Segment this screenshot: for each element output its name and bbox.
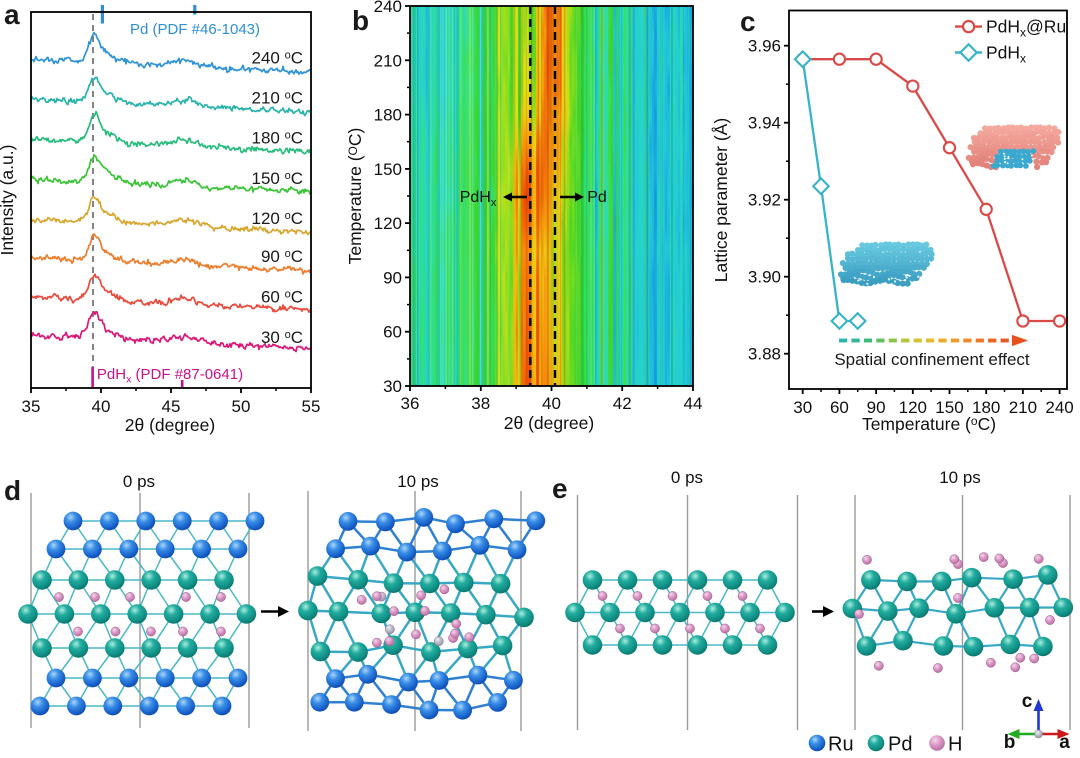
svg-text:210: 210 <box>374 51 402 70</box>
svg-text:c: c <box>740 6 756 37</box>
svg-text:d: d <box>4 475 21 506</box>
svg-text:e: e <box>552 473 568 504</box>
svg-text:55: 55 <box>302 397 321 416</box>
svg-text:240 oC: 240 oC <box>252 49 304 68</box>
svg-text:45: 45 <box>162 397 181 416</box>
svg-text:210: 210 <box>1009 398 1037 417</box>
svg-text:240: 240 <box>1045 398 1073 417</box>
svg-text:35: 35 <box>22 397 41 416</box>
svg-text:180 oC: 180 oC <box>252 129 304 148</box>
svg-text:40: 40 <box>542 394 561 413</box>
svg-text:44: 44 <box>684 394 703 413</box>
svg-text:60: 60 <box>383 323 402 342</box>
svg-text:240: 240 <box>374 0 402 16</box>
svg-text:PdHx: PdHx <box>986 42 1026 65</box>
svg-text:10 ps: 10 ps <box>939 468 981 487</box>
svg-text:3.88: 3.88 <box>748 345 781 364</box>
svg-text:180: 180 <box>374 106 402 125</box>
svg-text:150: 150 <box>374 160 402 179</box>
svg-text:90 oC: 90 oC <box>261 247 303 266</box>
svg-text:10 ps: 10 ps <box>397 472 439 491</box>
svg-text:150 oC: 150 oC <box>252 169 304 188</box>
svg-text:2θ (degree): 2θ (degree) <box>125 415 215 435</box>
svg-text:50: 50 <box>232 397 251 416</box>
svg-text:Lattice parameter (Å): Lattice parameter (Å) <box>711 118 731 282</box>
svg-text:120: 120 <box>374 214 402 233</box>
svg-text:3.96: 3.96 <box>748 37 781 56</box>
svg-text:Pd: Pd <box>587 189 607 206</box>
svg-text:42: 42 <box>613 394 632 413</box>
svg-text:36: 36 <box>401 394 420 413</box>
svg-text:Pd: Pd <box>888 734 912 754</box>
svg-text:b: b <box>1004 732 1016 753</box>
svg-text:b: b <box>352 5 369 36</box>
svg-text:PdHx (PDF #87-0641): PdHx (PDF #87-0641) <box>97 366 243 386</box>
svg-text:a: a <box>4 0 20 30</box>
svg-text:0 ps: 0 ps <box>123 472 155 491</box>
svg-text:a: a <box>1059 732 1070 753</box>
svg-text:Spatial confinement effect: Spatial confinement effect <box>834 350 1030 369</box>
svg-text:30: 30 <box>383 377 402 396</box>
svg-text:60: 60 <box>830 398 849 417</box>
svg-text:PdHx@Ru: PdHx@Ru <box>986 17 1066 40</box>
svg-text:3.94: 3.94 <box>748 114 781 133</box>
svg-text:2θ (degree): 2θ (degree) <box>504 413 594 433</box>
svg-text:Intensity (a.u.): Intensity (a.u.) <box>0 145 17 256</box>
svg-text:Ru: Ru <box>828 734 854 754</box>
svg-text:3.92: 3.92 <box>748 191 781 210</box>
svg-text:90: 90 <box>383 268 402 287</box>
svg-text:H: H <box>948 734 962 754</box>
svg-text:60 oC: 60 oC <box>261 288 303 307</box>
svg-text:210 oC: 210 oC <box>252 89 304 108</box>
svg-text:30: 30 <box>793 398 812 417</box>
svg-text:120 oC: 120 oC <box>252 209 304 228</box>
svg-text:40: 40 <box>92 397 111 416</box>
svg-text:c: c <box>1022 691 1033 712</box>
svg-text:0 ps: 0 ps <box>671 468 703 487</box>
svg-text:3.90: 3.90 <box>748 268 781 287</box>
svg-text:30 oC: 30 oC <box>261 328 303 347</box>
svg-text:Pd (PDF #46-1043): Pd (PDF #46-1043) <box>130 21 260 38</box>
svg-text:38: 38 <box>471 394 490 413</box>
